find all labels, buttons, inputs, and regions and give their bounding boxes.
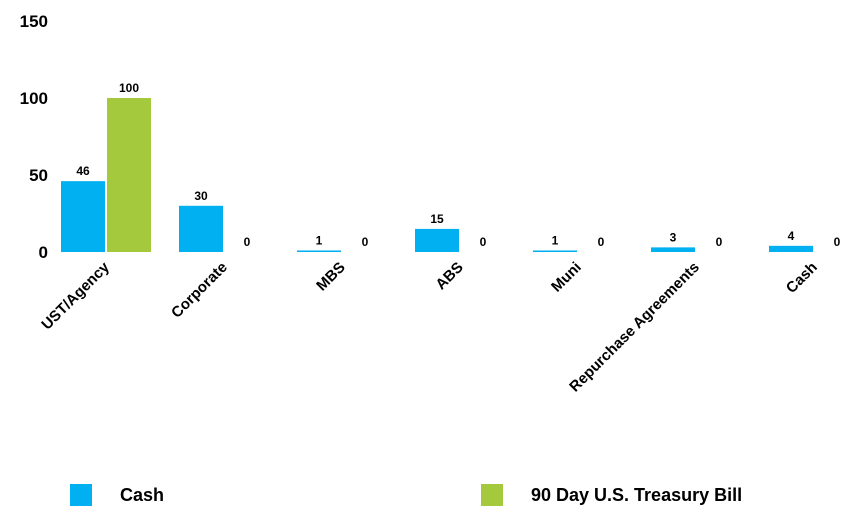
bar-cash [297, 250, 341, 252]
x-tick-label: Muni [548, 259, 585, 296]
bars [61, 98, 813, 252]
bar-cash [533, 250, 577, 252]
x-tick-label: UST/Agency [38, 258, 113, 333]
data-label: 1 [552, 233, 559, 247]
data-label: 0 [362, 235, 369, 249]
data-label: 30 [194, 189, 208, 203]
bar-treasury-bill [107, 98, 151, 252]
y-axis: 0 50 100 150 [20, 12, 48, 262]
y-tick-label: 150 [20, 12, 48, 31]
legend-item-treasury-bill: 90 Day U.S. Treasury Bill [481, 484, 742, 506]
data-label: 46 [76, 164, 90, 178]
data-label: 0 [480, 235, 487, 249]
x-tick-label: MBS [313, 259, 349, 295]
legend-label-cash: Cash [120, 484, 165, 505]
data-label: 0 [716, 235, 723, 249]
y-tick-label: 0 [39, 243, 48, 262]
x-tick-label: Repurchase Agreements [566, 259, 703, 396]
legend-swatch-treasury-bill [481, 484, 503, 506]
bar-cash [651, 247, 695, 252]
data-label: 1 [316, 233, 323, 247]
bar-cash [415, 228, 459, 252]
legend-item-cash: Cash [70, 484, 164, 506]
bar-cash [61, 181, 105, 252]
y-tick-label: 50 [29, 166, 48, 185]
x-tick-label: Cash [783, 259, 821, 297]
legend-swatch-cash [70, 484, 92, 506]
data-label: 0 [244, 235, 251, 249]
data-label: 3 [670, 230, 677, 244]
data-label: 0 [598, 235, 605, 249]
y-tick-label: 100 [20, 89, 48, 108]
legend-label-treasury-bill: 90 Day U.S. Treasury Bill [531, 484, 743, 505]
data-label: 100 [119, 81, 139, 95]
data-label: 0 [834, 235, 841, 249]
data-label: 15 [430, 212, 444, 226]
x-axis: UST/Agency Corporate MBS ABS MuniRepurchase … [38, 258, 821, 395]
x-tick-label: ABS [432, 259, 466, 293]
data-label: 4 [788, 229, 795, 243]
bar-cash [769, 245, 813, 252]
x-tick-label: Corporate [168, 259, 231, 322]
bar-cash [179, 205, 223, 252]
